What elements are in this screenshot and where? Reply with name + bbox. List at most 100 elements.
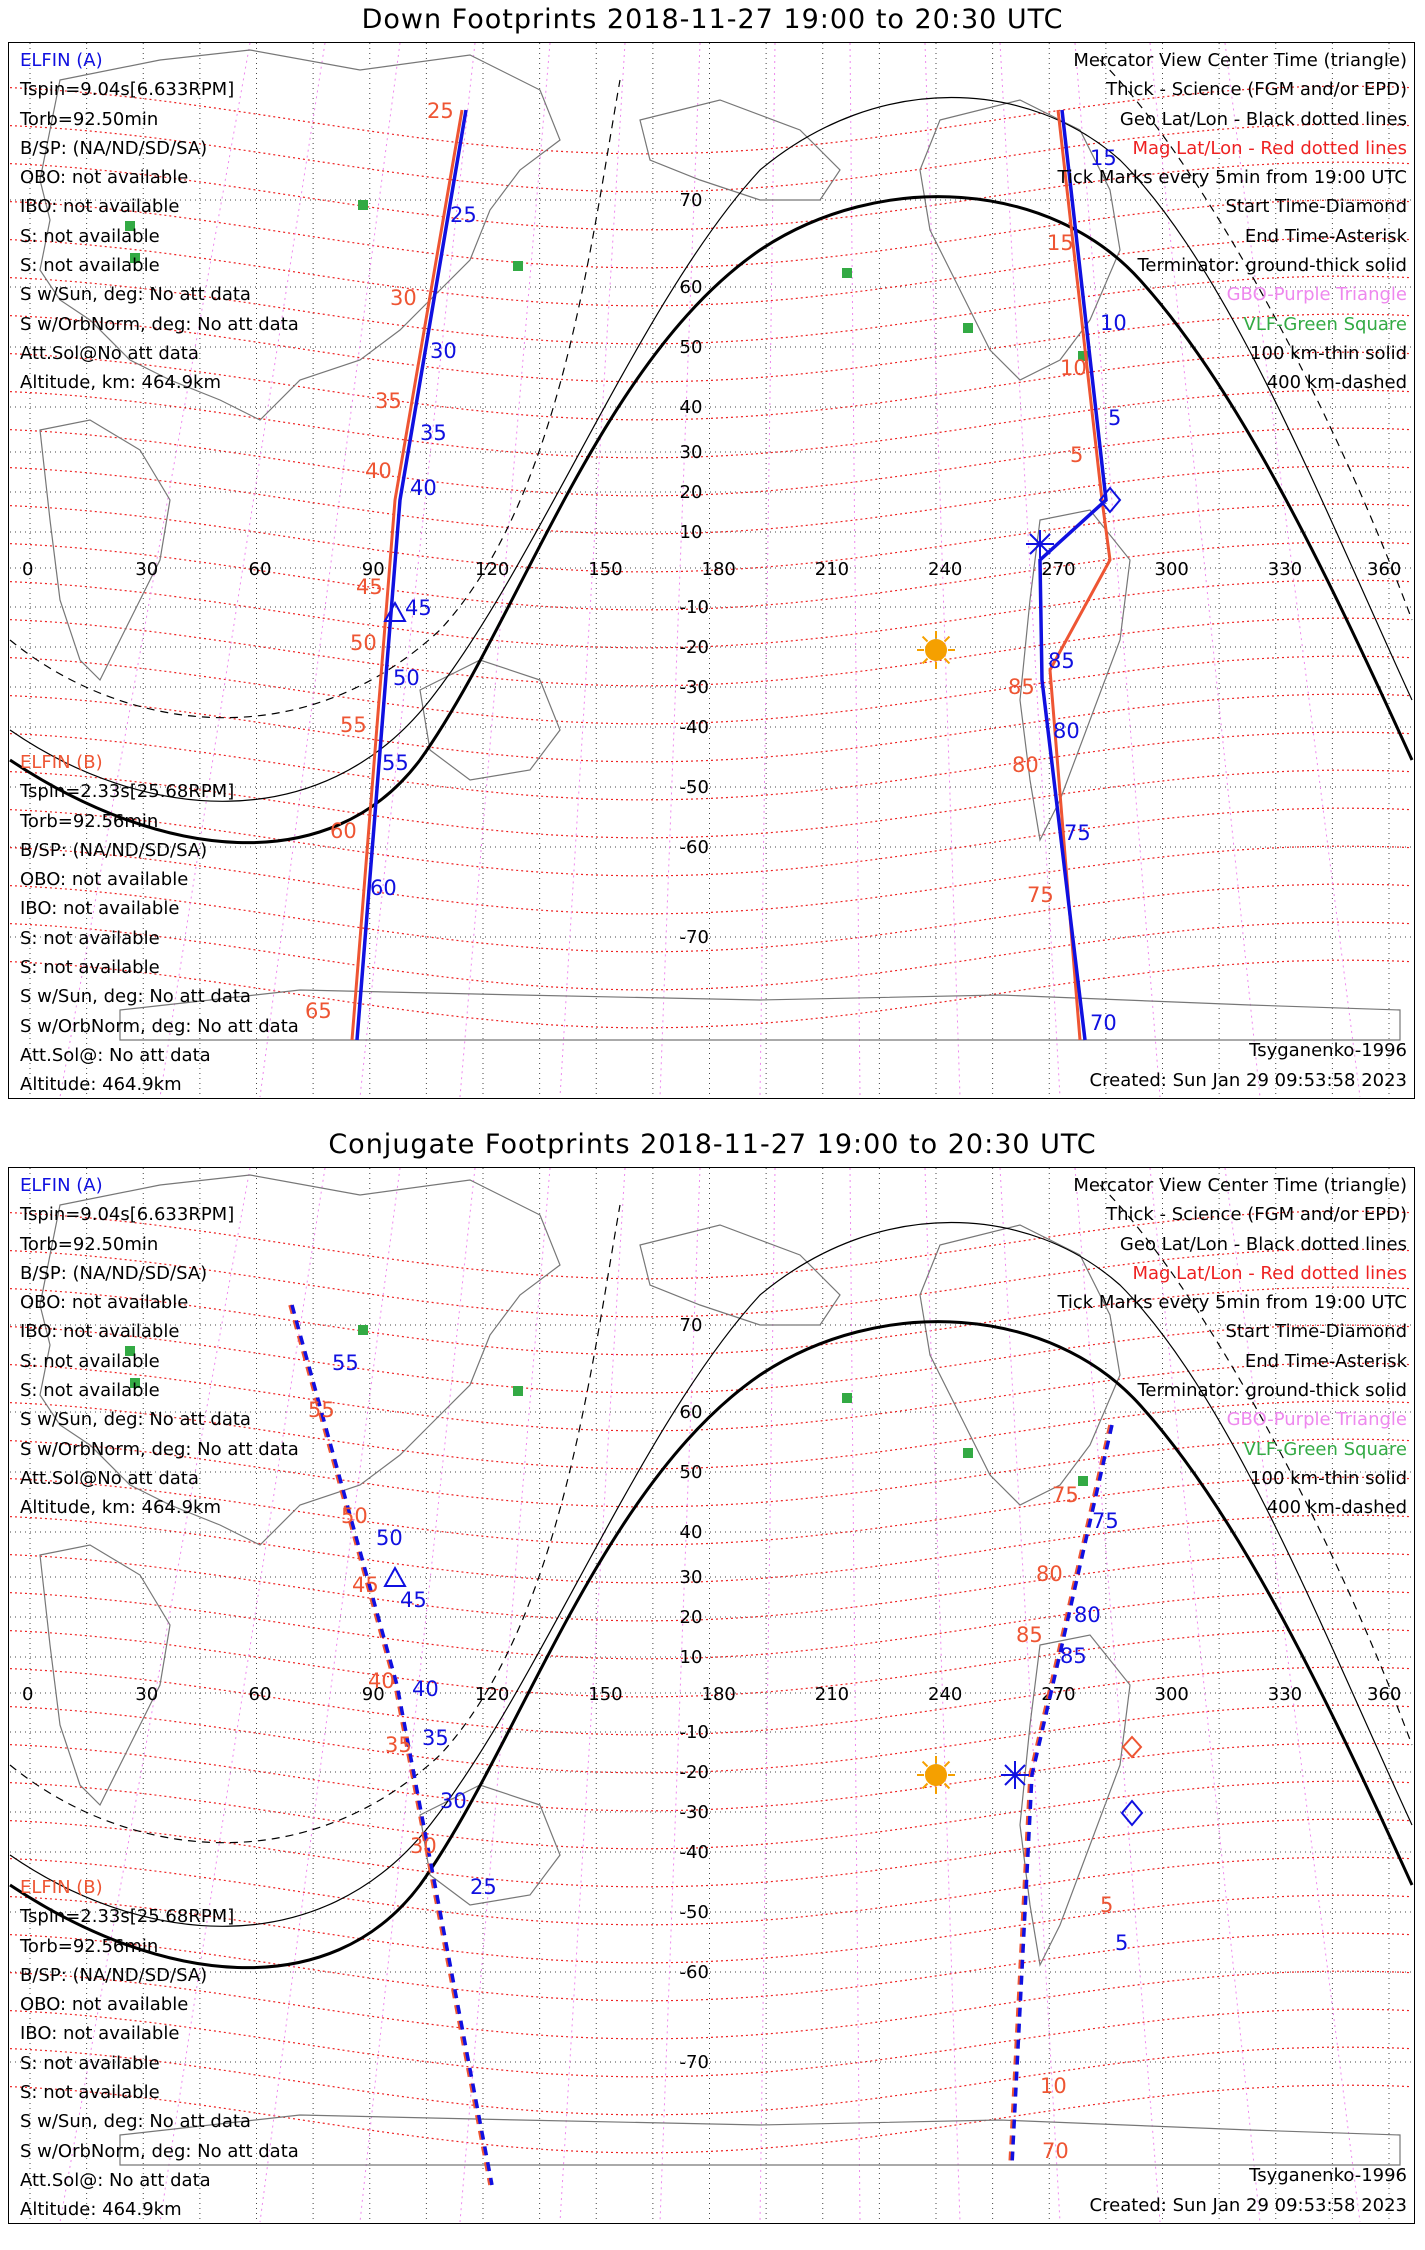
sun-ray xyxy=(921,1760,929,1768)
latitude-label: 60 xyxy=(680,1402,703,1423)
mag-meridian xyxy=(999,42,1061,1098)
track-b-tick-label: 10 xyxy=(1040,2074,1067,2098)
info-line: B/SP: (NA/ND/SD/SA) xyxy=(20,137,208,159)
square-icon xyxy=(842,1393,852,1403)
elfin-b-track xyxy=(1008,1424,1112,2166)
longitude-label: 0 xyxy=(22,559,33,580)
track-b-tick-label: 80 xyxy=(1012,753,1039,777)
track-b-tick-label: 50 xyxy=(341,1504,368,1528)
track-a-tick-label: 60 xyxy=(370,876,397,900)
track-a-tick-label: 75 xyxy=(1092,1509,1119,1533)
track-b-tick-label: 55 xyxy=(308,1398,335,1422)
longitude-label: 90 xyxy=(362,559,385,580)
legend-item: Mercator View Center Time (triangle) xyxy=(1073,50,1407,71)
legend-item: 400 km-dashed xyxy=(1266,372,1407,394)
square-icon xyxy=(842,268,852,278)
longitude-label: 300 xyxy=(1155,559,1189,580)
track-a-tick-label: 40 xyxy=(412,1677,439,1701)
latitude-label: -10 xyxy=(680,1722,709,1743)
elfin-a-track xyxy=(290,1304,494,2186)
legend-item: End Time-Asterisk xyxy=(1244,1350,1407,1372)
sun-icon xyxy=(925,639,947,661)
track-b-tick-label: 70 xyxy=(1042,2139,1069,2163)
track-b-tick-label: 65 xyxy=(305,999,332,1023)
info-line: Altitude, km: 464.9km xyxy=(20,372,222,394)
info-line: IBO: not available xyxy=(20,1321,180,1343)
legend-item: Geo Lat/Lon - Black dotted lines xyxy=(1119,108,1407,130)
square-icon xyxy=(125,1346,135,1356)
elfin-b-name: ELFIN (B) xyxy=(20,752,103,773)
mag-meridian xyxy=(159,42,326,1098)
legend-item: VLF-Green Square xyxy=(1243,1438,1407,1460)
coastline xyxy=(919,99,1121,381)
track-b-tick-label: 40 xyxy=(365,459,392,483)
created-timestamp: Created: Sun Jan 29 09:53:58 2023 xyxy=(1089,1070,1407,1091)
latitude-label: -40 xyxy=(680,717,709,738)
diamond-icon xyxy=(1120,1799,1144,1827)
track-b-tick-label: 45 xyxy=(352,1573,379,1597)
info-line: S: not available xyxy=(20,255,160,277)
coastline xyxy=(119,989,1401,1041)
info-line: OBO: not available xyxy=(20,1994,189,2016)
mag-meridian xyxy=(459,1167,551,2223)
latitude-label: 10 xyxy=(680,1647,703,1668)
latitude-label: 70 xyxy=(680,190,703,211)
track-a-tick-label: 55 xyxy=(332,1351,359,1375)
latitude-label: 40 xyxy=(680,397,703,418)
latitude-label: -30 xyxy=(680,1802,709,1823)
track-a-tick-label: 75 xyxy=(1064,821,1091,845)
longitude-label: 240 xyxy=(928,1684,962,1705)
latitude-label: 50 xyxy=(680,337,703,358)
terminator-400km xyxy=(9,59,1413,719)
legend-item: 100 km-thin solid xyxy=(1250,1467,1407,1489)
mag-meridian xyxy=(1149,42,1261,1098)
mag-meridian xyxy=(559,42,626,1098)
info-line: S: not available xyxy=(20,1380,160,1402)
legend-item: End Time-Asterisk xyxy=(1244,225,1407,247)
track-a-tick-label: 10 xyxy=(1100,311,1127,335)
latitude-label: 60 xyxy=(680,277,703,298)
info-line: Tspin=2.33s[25.68RPM] xyxy=(20,781,235,803)
latitude-label: 70 xyxy=(680,1315,703,1336)
elfin-a-track xyxy=(1010,1424,1114,2166)
latitude-label: -60 xyxy=(680,837,709,858)
info-line: Altitude: 464.9km xyxy=(20,1074,182,1096)
latitude-label: -50 xyxy=(680,777,709,798)
info-line: S w/OrbNorm, deg: No att data xyxy=(20,1015,299,1037)
mag-meridian xyxy=(659,42,701,1098)
map-frame xyxy=(8,1167,1415,2224)
track-a-tick-label: 5 xyxy=(1108,406,1121,430)
track-b-tick-label: 80 xyxy=(1036,1562,1063,1586)
mag-meridian xyxy=(359,1167,476,2223)
longitude-label: 30 xyxy=(135,1684,158,1705)
latitude-label: -50 xyxy=(680,1902,709,1923)
mag-meridian xyxy=(999,1167,1061,2223)
track-b-tick-label: 40 xyxy=(368,1669,395,1693)
info-line: Torb=92.56min xyxy=(20,810,159,832)
info-line: Altitude: 464.9km xyxy=(20,2199,182,2221)
track-a-tick-label: 25 xyxy=(450,203,477,227)
latitude-label: 10 xyxy=(680,522,703,543)
track-a-tick-label: 30 xyxy=(440,1789,467,1813)
legend-item: Mag Lat/Lon - Red dotted lines xyxy=(1132,1262,1407,1284)
latitude-label: -10 xyxy=(680,597,709,618)
triangle-icon xyxy=(383,1565,407,1587)
mag-meridian xyxy=(924,1167,961,2223)
terminator-ground xyxy=(9,1320,1414,1970)
track-a-tick-label: 45 xyxy=(400,1588,427,1612)
info-line: S: not available xyxy=(20,957,160,979)
diamond-icon xyxy=(1098,486,1122,514)
legend-item: Tick Marks every 5min from 19:00 UTC xyxy=(1057,1292,1407,1314)
track-a-tick-label: 35 xyxy=(420,421,447,445)
square-icon xyxy=(1078,1476,1088,1486)
track-b-tick-label: 30 xyxy=(410,1834,437,1858)
info-line: S w/Sun, deg: No att data xyxy=(20,1409,251,1431)
info-line: Att.Sol@: No att data xyxy=(20,2169,211,2191)
track-a-tick-label: 25 xyxy=(470,1875,497,1899)
coastline xyxy=(39,49,561,421)
info-line: S: not available xyxy=(20,2052,160,2074)
coastline xyxy=(419,1784,561,1906)
asterisk-icon xyxy=(1001,1761,1029,1789)
asterisk-icon xyxy=(1026,530,1054,558)
info-line: Altitude, km: 464.9km xyxy=(20,1497,222,1519)
